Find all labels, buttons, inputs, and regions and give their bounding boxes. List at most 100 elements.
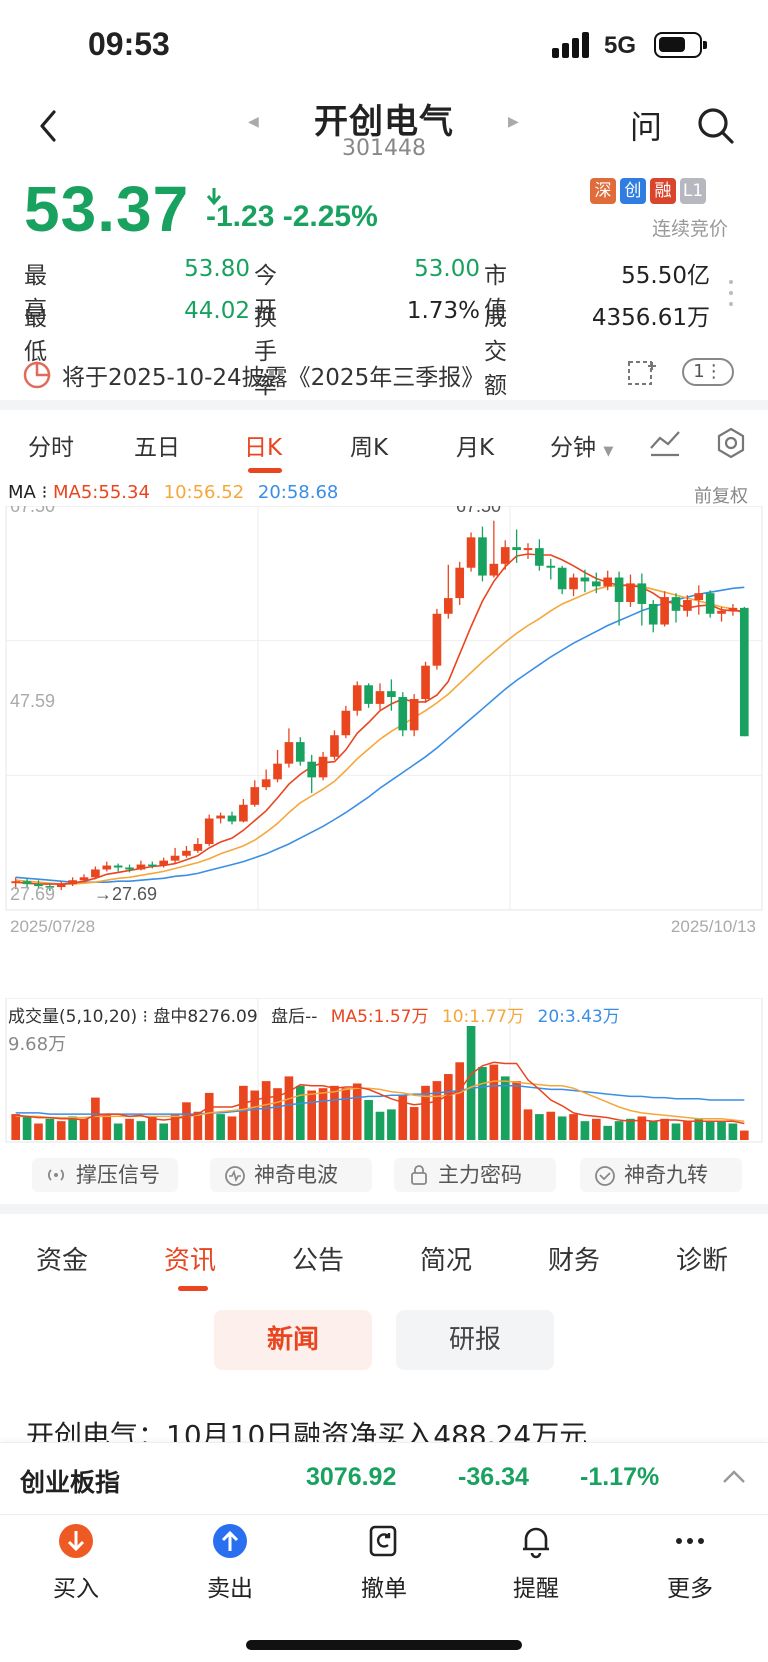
- prev-stock-icon[interactable]: ◀: [248, 114, 259, 130]
- volume-bar: [216, 1114, 225, 1140]
- add-note-icon[interactable]: [626, 358, 658, 388]
- candle-body: [375, 691, 385, 704]
- tab-wuri[interactable]: 五日: [134, 435, 180, 461]
- divider: [0, 400, 768, 410]
- tab-fenshi[interactable]: 分时: [28, 435, 74, 461]
- tab-funds[interactable]: 资金: [36, 1246, 89, 1276]
- vol-ma10: 10:1.77万: [441, 1007, 525, 1027]
- volume-bar: [683, 1121, 692, 1140]
- tab-announcements[interactable]: 公告: [292, 1246, 345, 1276]
- back-icon[interactable]: [30, 104, 70, 148]
- volume-bar: [113, 1123, 123, 1140]
- search-icon[interactable]: [694, 104, 738, 148]
- volume-bar: [170, 1114, 180, 1140]
- chart-period-tabs: 分时 五日 日K 周K 月K 分钟 ▼: [0, 412, 768, 474]
- volume-bar: [500, 1076, 510, 1140]
- subtab-research[interactable]: 研报: [396, 1310, 554, 1370]
- volume-chart[interactable]: [0, 998, 768, 1144]
- volume-bar: [705, 1121, 715, 1140]
- volume-bar: [603, 1125, 613, 1140]
- chart-frame: [5, 506, 763, 911]
- tab-monthly-k[interactable]: 月K: [456, 435, 495, 461]
- candle-body: [626, 583, 635, 603]
- high-value: 53.80: [184, 256, 250, 282]
- volume-frame: [5, 998, 763, 1143]
- candlestick-chart[interactable]: 67.50 47.59 27.69 67.50 →27.69 2025/07/28 2025…: [0, 506, 768, 996]
- signal-label: 神奇九转: [624, 1163, 708, 1187]
- signal-nine-button[interactable]: 神奇九转: [580, 1158, 742, 1192]
- tab-diagnosis[interactable]: 诊断: [676, 1246, 729, 1276]
- more-button[interactable]: 更多: [630, 1523, 750, 1603]
- current-price: 53.37: [24, 173, 190, 245]
- start-date-label: 2025/07/28: [10, 917, 95, 936]
- chevron-up-icon[interactable]: [720, 1467, 748, 1487]
- candle-body: [432, 613, 442, 666]
- price-change: -1.23 -2.25%: [206, 200, 378, 233]
- tab-minute[interactable]: 分钟 ▼: [550, 435, 614, 461]
- end-date-label: 2025/10/13: [671, 917, 756, 936]
- tab-weekly-k[interactable]: 周K: [350, 435, 389, 461]
- volume-bar: [159, 1123, 169, 1140]
- buy-label: 买入: [53, 1576, 99, 1602]
- more-horizontal-icon: [676, 1538, 704, 1544]
- volume-bar: [45, 1118, 55, 1140]
- subtab-news[interactable]: 新闻: [214, 1310, 372, 1370]
- volume-bar: [512, 1081, 521, 1140]
- news-headline[interactable]: 开创电气：10月10日融资净买入488.24万元: [26, 1419, 588, 1442]
- candle-body: [34, 884, 43, 887]
- volume-bar: [22, 1116, 32, 1140]
- tab-daily-k[interactable]: 日K: [244, 435, 283, 461]
- mcap-value: 55.50亿: [621, 263, 710, 289]
- ma-legend: MA ⁝ MA5:55.34 10:56.52 20:58.68: [8, 482, 339, 503]
- tab-news[interactable]: 资讯: [164, 1246, 217, 1276]
- report-notice[interactable]: 将于2025-10-24披露《2025年三季报》 1⋮: [0, 348, 768, 400]
- sell-button[interactable]: 卖出: [170, 1523, 290, 1603]
- volume-bar: [421, 1085, 430, 1140]
- candle-body: [193, 843, 203, 851]
- volume-bar: [569, 1114, 578, 1140]
- candle-body: [273, 763, 282, 780]
- next-stock-icon[interactable]: ▶: [508, 114, 519, 130]
- candle-body: [250, 787, 260, 805]
- wave-icon: [225, 1166, 245, 1186]
- alert-button[interactable]: 提醒: [476, 1523, 596, 1603]
- candle-body: [79, 877, 89, 881]
- tab-profile[interactable]: 简况: [420, 1246, 473, 1276]
- ma20-value: 20:58.68: [257, 482, 339, 503]
- index-change: -36.34: [458, 1463, 529, 1491]
- tab-finance[interactable]: 财务: [548, 1246, 601, 1276]
- volume-bar: [352, 1083, 362, 1140]
- volume-bar: [34, 1123, 43, 1140]
- volume-bar: [295, 1085, 305, 1140]
- signal-support-button[interactable]: 撑压信号: [32, 1158, 178, 1192]
- volume-bar: [671, 1123, 681, 1140]
- candle-body: [352, 685, 362, 711]
- volume-bar: [341, 1088, 351, 1140]
- more-vertical-icon[interactable]: [728, 278, 734, 308]
- signal-wave-button[interactable]: 神奇电波: [210, 1158, 372, 1192]
- volume-bar: [307, 1090, 317, 1140]
- volume-bar: [91, 1097, 100, 1140]
- cancel-order-button[interactable]: 撤单: [324, 1523, 444, 1603]
- notice-count[interactable]: 1⋮: [682, 358, 734, 386]
- candle-body: [125, 867, 134, 870]
- arrow-down-icon: [206, 188, 222, 206]
- ma20-line: [15, 586, 745, 884]
- turnover-value: 1.73%: [406, 298, 480, 324]
- ask-button[interactable]: 问: [630, 108, 663, 146]
- volume-bar: [273, 1088, 282, 1140]
- radio-wave-icon: [48, 1169, 64, 1181]
- indicator-icon[interactable]: [648, 428, 682, 458]
- candle-body: [113, 865, 123, 868]
- adjust-mode[interactable]: 前复权: [694, 486, 748, 507]
- buy-button[interactable]: 买入: [16, 1523, 136, 1603]
- settings-hex-icon[interactable]: [714, 426, 748, 460]
- status-bar: 09:53 5G: [0, 0, 768, 90]
- signal-code-button[interactable]: 主力密码: [394, 1158, 556, 1192]
- low-value: 44.02: [184, 298, 250, 324]
- volume-bar: [535, 1114, 544, 1140]
- divider: [0, 1204, 768, 1214]
- index-ticker[interactable]: 创业板指 3076.92 -36.34 -1.17%: [0, 1442, 768, 1514]
- index-name: 创业板指: [20, 1468, 121, 1497]
